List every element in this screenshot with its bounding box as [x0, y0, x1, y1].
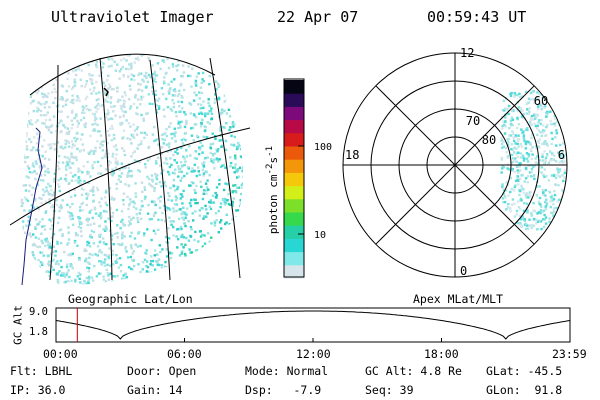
status-seq: Seq: 39	[365, 383, 414, 397]
status-dsp: Dsp: -7.9	[245, 383, 322, 397]
altitude-xtick-1: 06:00	[167, 347, 202, 361]
colorbar-tick-10: 10	[314, 230, 327, 241]
colorbar-segment	[284, 119, 304, 134]
status-door: Door: Open	[127, 364, 197, 378]
polar-emission	[500, 90, 567, 232]
status-gain: Gain: 14	[127, 383, 183, 397]
mlt-axis-diagonal	[375, 85, 535, 245]
mlt-label-6: 6	[558, 148, 565, 162]
status-filter: Flt: LBHL	[10, 364, 73, 378]
image-time: 00:59:43 UT	[427, 8, 527, 26]
colorbar-segment	[284, 146, 304, 160]
longitude-line	[209, 57, 241, 279]
apex-caption: Apex MLat/MLT	[413, 292, 504, 306]
disk-edge	[29, 53, 216, 96]
altitude-plot	[55, 307, 571, 343]
altitude-frame	[55, 307, 571, 343]
altitude-xtick-4: 23:59	[552, 347, 587, 361]
colorbar-segment	[284, 172, 304, 187]
latitude-line	[9, 127, 251, 226]
colorbar-segment	[284, 132, 304, 147]
mlat-label-80: 80	[482, 133, 496, 147]
colorbar-unit-label: photon cm-2s-1	[264, 145, 280, 235]
colorbar-segment	[284, 93, 304, 107]
status-mode: Mode: Normal	[245, 364, 329, 378]
colorbar-segment	[284, 159, 304, 173]
status-glat: GLat: -45.5	[486, 364, 563, 378]
colorbar-segment	[284, 238, 304, 253]
colorbar-segment	[284, 198, 304, 213]
colorbar-segment	[284, 185, 304, 200]
auroral-speckle	[20, 54, 244, 285]
altitude-ytick-low: 1.8	[29, 326, 48, 338]
mlat-label-70: 70	[466, 114, 480, 128]
altitude-xtick-2: 12:00	[296, 347, 331, 361]
colorbar-segment	[284, 264, 304, 279]
mlt-label-18: 18	[345, 148, 359, 162]
status-gc-alt: GC Alt: 4.8 Re	[365, 364, 462, 378]
altitude-curve	[55, 310, 571, 340]
image-date: 22 Apr 07	[277, 8, 359, 26]
colorbar-segment	[284, 225, 304, 239]
altitude-xtick-0: 00:00	[43, 347, 78, 361]
mlt-label-12: 12	[460, 46, 474, 60]
status-ip: IP: 36.0	[10, 383, 66, 397]
colorbar-segment	[284, 212, 304, 226]
longitude-line	[49, 64, 59, 281]
geographic-caption: Geographic Lat/Lon	[68, 292, 193, 306]
altitude-ytick-high: 9.0	[29, 306, 48, 318]
longitude-line	[149, 59, 171, 281]
mlt-label-0: 0	[460, 264, 467, 278]
geographic-image	[9, 53, 251, 286]
altitude-axis-label: GC Alt	[11, 305, 25, 345]
mlat-label-60: 60	[534, 94, 548, 108]
longitude-line	[99, 57, 113, 281]
coastline-fragment	[103, 87, 109, 97]
colorbar-frame	[283, 78, 305, 278]
colorbar-segment	[284, 251, 304, 266]
colorbar	[283, 78, 305, 279]
colorbar-segment	[284, 106, 304, 121]
status-glon: GLon: 91.8	[486, 383, 563, 397]
coastline	[21, 127, 43, 286]
colorbar-segment	[284, 80, 304, 94]
instrument-title: Ultraviolet Imager	[51, 8, 214, 26]
colorbar-tick-100: 100	[314, 142, 333, 153]
altitude-xtick-3: 18:00	[424, 347, 459, 361]
